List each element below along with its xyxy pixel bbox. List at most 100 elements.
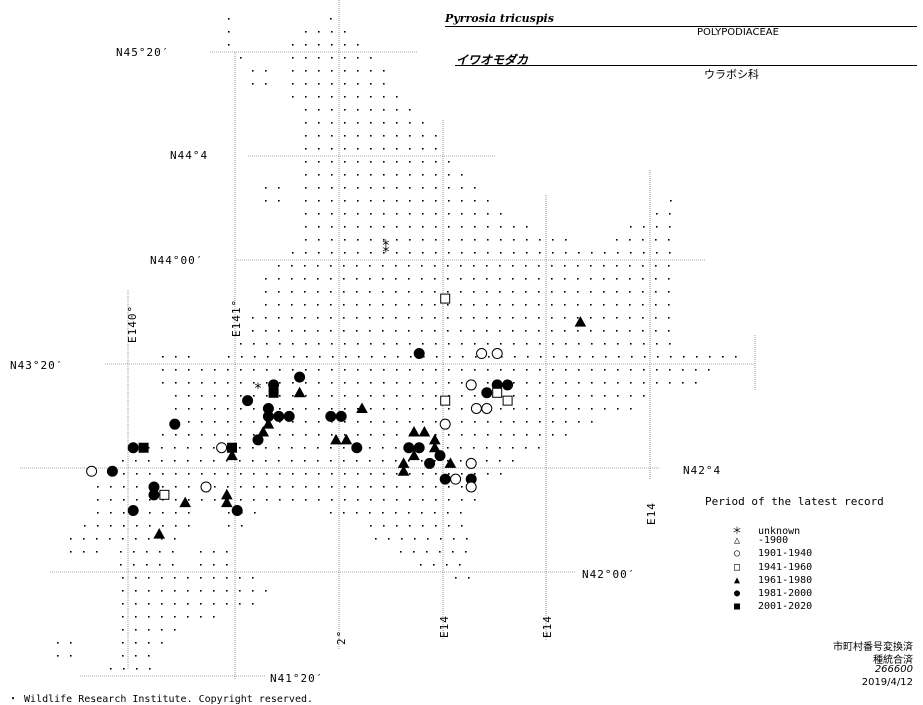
mesh-dot <box>422 122 424 124</box>
mesh-dot <box>642 278 644 280</box>
mesh-dot <box>539 369 541 371</box>
mesh-dot <box>603 278 605 280</box>
mesh-dot <box>253 421 255 423</box>
mesh-dot <box>564 330 566 332</box>
mesh-dot <box>240 486 242 488</box>
mesh-dot <box>172 551 174 553</box>
mesh-dot <box>552 421 554 423</box>
mesh-dot <box>434 317 436 319</box>
mesh-dot <box>344 109 346 111</box>
mesh-dot <box>252 577 254 579</box>
mesh-dot <box>369 265 371 267</box>
mesh-dot <box>409 187 411 189</box>
mesh-dot <box>370 421 372 423</box>
mesh-dot <box>408 278 410 280</box>
mesh-dot <box>175 525 177 527</box>
mesh-dot <box>408 265 410 267</box>
mesh-dot <box>213 447 215 449</box>
mesh-dot <box>97 512 99 514</box>
mesh-dot <box>500 343 502 345</box>
mesh-dot <box>279 343 281 345</box>
mesh-dot <box>200 551 202 553</box>
mesh-dot <box>292 343 294 345</box>
mesh-dot <box>565 408 567 410</box>
mesh-dot <box>461 187 463 189</box>
mesh-dot <box>643 382 645 384</box>
mesh-dot <box>435 213 437 215</box>
mesh-dot <box>630 395 632 397</box>
mesh-dot <box>435 174 437 176</box>
mesh-dot <box>291 460 293 462</box>
record-filled-triangle-marker <box>257 426 270 437</box>
mesh-dot <box>487 473 489 475</box>
mesh-dot <box>617 252 619 254</box>
mesh-dot <box>344 473 346 475</box>
mesh-dot <box>175 356 177 358</box>
mesh-dot <box>382 330 384 332</box>
mesh-dot <box>422 382 424 384</box>
mesh-dot <box>474 226 476 228</box>
mesh-dot <box>331 499 333 501</box>
mesh-dot <box>188 512 190 514</box>
mesh-dot <box>396 525 398 527</box>
mesh-dot <box>409 213 411 215</box>
header-rule-top <box>445 26 917 27</box>
mesh-dot <box>446 564 448 566</box>
mesh-dot <box>396 135 398 137</box>
mesh-dot <box>396 148 398 150</box>
mesh-dot <box>473 317 475 319</box>
mesh-dot <box>553 356 555 358</box>
mesh-dot <box>447 265 449 267</box>
mesh-dot <box>383 135 385 137</box>
mesh-dot <box>616 291 618 293</box>
mesh-dot <box>591 252 593 254</box>
mesh-dot <box>148 603 150 605</box>
mesh-dot <box>452 551 454 553</box>
mesh-dot <box>174 616 176 618</box>
mesh-dot <box>656 226 658 228</box>
mesh-dot <box>525 447 527 449</box>
mesh-dot <box>370 213 372 215</box>
mesh-dot <box>382 265 384 267</box>
mesh-dot <box>487 213 489 215</box>
mesh-dot <box>305 252 307 254</box>
mesh-dot <box>551 330 553 332</box>
mesh-dot <box>252 590 254 592</box>
mesh-dot <box>266 499 268 501</box>
mesh-dot <box>668 317 670 319</box>
mesh-dot <box>317 330 319 332</box>
record-filled-triangle-marker <box>262 418 275 429</box>
mesh-dot <box>500 369 502 371</box>
mesh-dot <box>318 252 320 254</box>
mesh-dot <box>603 330 605 332</box>
mesh-dot <box>408 291 410 293</box>
mesh-dot <box>539 408 541 410</box>
mesh-dot <box>305 57 307 59</box>
record-asterisk-marker: * <box>255 381 262 397</box>
mesh-dot <box>422 395 424 397</box>
mesh-dot <box>149 499 151 501</box>
mesh-dot <box>201 408 203 410</box>
mesh-dot <box>265 291 267 293</box>
mesh-dot <box>279 369 281 371</box>
mesh-dot <box>188 395 190 397</box>
mesh-dot <box>266 486 268 488</box>
mesh-dot <box>526 408 528 410</box>
mesh-dot <box>370 226 372 228</box>
mesh-dot <box>149 512 151 514</box>
mesh-dot <box>448 369 450 371</box>
mesh-dot-grid <box>57 18 737 670</box>
mesh-dot <box>253 408 255 410</box>
mesh-dot <box>552 395 554 397</box>
mesh-dot <box>473 330 475 332</box>
mesh-dot <box>395 447 397 449</box>
mesh-dot <box>265 447 267 449</box>
mesh-dot <box>161 577 163 579</box>
mesh-dot <box>591 369 593 371</box>
mesh-dot <box>460 317 462 319</box>
mesh-dot <box>70 551 72 553</box>
mesh-dot <box>159 564 161 566</box>
mesh-dot <box>474 252 476 254</box>
mesh-dot <box>318 187 320 189</box>
